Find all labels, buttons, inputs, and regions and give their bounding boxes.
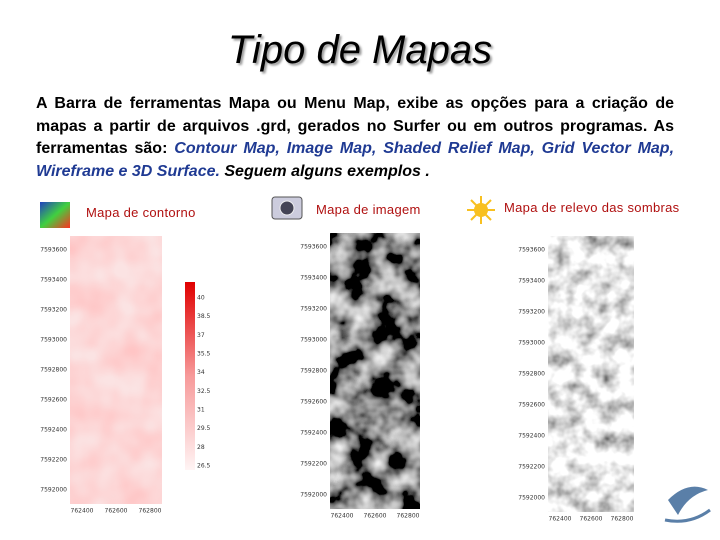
y-tick-label: 7592000 — [40, 487, 67, 494]
y-tick-label: 7592200 — [518, 464, 545, 471]
scale-label: 34 — [197, 369, 205, 376]
y-tick-label: 7592400 — [40, 427, 67, 434]
scale-label: 29.5 — [197, 425, 211, 432]
title: Tipo de Mapas — [227, 28, 493, 72]
icon — [40, 202, 70, 228]
scale-label: 28 — [197, 444, 205, 451]
scale-label: 26.5 — [197, 463, 211, 470]
y-tick-label: 7593400 — [40, 277, 67, 284]
x-tick-label: 762800 — [611, 516, 634, 523]
y-tick-label: 7592200 — [300, 461, 327, 468]
y-tick-label: 7593200 — [40, 307, 67, 314]
caption: Mapa de contorno — [86, 205, 196, 220]
tools-text: Contour Map, Image Map, Shaded Relief Ma… — [36, 140, 675, 180]
y-tick-label: 7592800 — [40, 367, 67, 374]
logo — [664, 486, 711, 523]
x-tick-label: 762400 — [331, 513, 354, 520]
y-tick-label: 7592800 — [518, 371, 545, 378]
x-tick-label: 762600 — [105, 508, 128, 515]
x-tick-label: 762600 — [364, 513, 387, 520]
map-image — [330, 233, 420, 509]
scale-label: 32.5 — [197, 388, 211, 395]
map-image — [70, 236, 162, 504]
scale-label: 37 — [197, 332, 205, 339]
y-tick-label: 7593600 — [518, 247, 545, 254]
color-bar — [185, 282, 195, 470]
y-tick-label: 7593400 — [300, 275, 327, 282]
intro-text: A Barra de ferramentas Mapa ou Menu Map,… — [36, 95, 674, 157]
y-tick-label: 7592600 — [40, 397, 67, 404]
y-tick-label: 7592200 — [40, 457, 67, 464]
y-tick-label: 7592400 — [300, 430, 327, 437]
y-tick-label: 7593600 — [300, 244, 327, 251]
y-tick-label: 7593200 — [518, 309, 545, 316]
caption: Mapa de imagem — [316, 202, 421, 217]
y-tick-label: 7593200 — [300, 306, 327, 313]
scale-label: 40 — [197, 295, 205, 302]
x-tick-label: 762400 — [71, 508, 94, 515]
y-tick-label: 7593600 — [40, 247, 67, 254]
x-tick-label: 762600 — [580, 516, 603, 523]
paragraph: A Barra de ferramentas Mapa ou Menu Map,… — [36, 93, 674, 183]
scale-label: 31 — [197, 407, 205, 414]
map-image — [548, 236, 634, 512]
icon — [467, 196, 495, 224]
closing-text: Seguem alguns exemplos . — [219, 162, 430, 180]
caption: Mapa de relevo das sombras — [504, 200, 680, 215]
y-tick-label: 7592000 — [300, 492, 327, 499]
y-tick-label: 7592800 — [300, 368, 327, 375]
x-tick-label: 762800 — [139, 508, 162, 515]
icon — [279, 200, 295, 216]
y-tick-label: 7593000 — [518, 340, 545, 347]
y-tick-label: 7593000 — [300, 337, 327, 344]
scale-label: 38.5 — [197, 313, 211, 320]
y-tick-label: 7593400 — [518, 278, 545, 285]
y-tick-label: 7592600 — [300, 399, 327, 406]
y-tick-label: 7592000 — [518, 495, 545, 502]
scale-label: 35.5 — [197, 351, 211, 358]
x-tick-label: 762400 — [549, 516, 572, 523]
x-tick-label: 762800 — [397, 513, 420, 520]
y-tick-label: 7592400 — [518, 433, 545, 440]
y-tick-label: 7593000 — [40, 337, 67, 344]
y-tick-label: 7592600 — [518, 402, 545, 409]
